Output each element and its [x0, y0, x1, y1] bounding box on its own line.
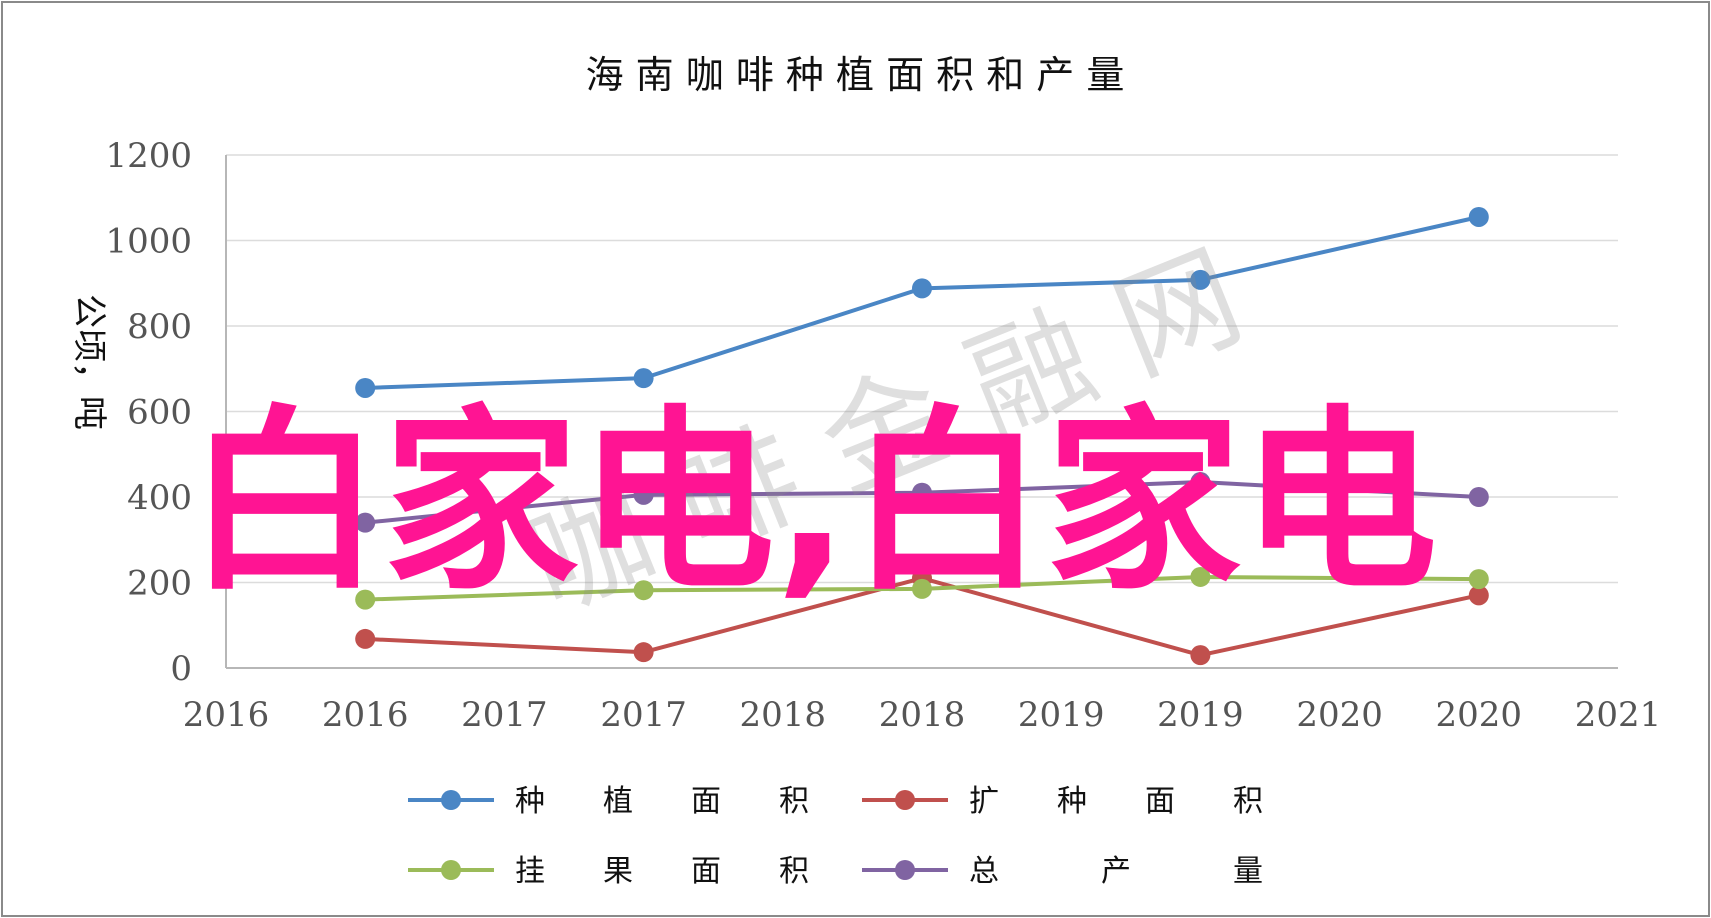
legend-label: 挂	[515, 854, 545, 889]
data-point	[633, 484, 654, 505]
data-point	[1190, 645, 1211, 666]
y-axis-label: 公顷，吨	[69, 294, 109, 430]
main-watermark: 白家电,白家电	[187, 389, 1437, 617]
legend-label: 积	[779, 784, 809, 819]
x-tick-label: 2019	[1157, 695, 1244, 735]
legend-label: 果	[603, 854, 633, 889]
y-tick-label: 600	[127, 393, 192, 433]
data-point	[633, 580, 654, 601]
x-tick-label: 2016	[322, 695, 409, 735]
data-point	[1468, 206, 1489, 227]
legend-marker	[441, 790, 461, 810]
data-point	[912, 278, 932, 299]
y-tick-labels: 0 200 400 600 800 1000 1200	[105, 136, 192, 689]
data-point	[1190, 566, 1211, 587]
x-tick-label: 2018	[740, 695, 827, 735]
x-tick-label: 2020	[1436, 695, 1523, 735]
grid-lines	[226, 154, 1618, 584]
series-layer	[355, 206, 1489, 666]
legend-label: 面	[1145, 784, 1175, 819]
watermark-layer: 咖 啡 金 融 网 白家电,白家电	[187, 227, 1437, 638]
legend-marker	[895, 790, 915, 810]
y-tick-label: 800	[127, 307, 192, 347]
data-point	[633, 368, 654, 389]
legend-label: 种	[515, 784, 545, 819]
legend-label: 量	[1233, 854, 1263, 889]
data-point	[1190, 472, 1211, 493]
x-tick-label: 2018	[879, 695, 966, 735]
x-tick-label: 2019	[1018, 695, 1105, 735]
data-point	[355, 377, 376, 398]
x-tick-label: 2021	[1575, 695, 1662, 735]
x-tick-label: 2017	[600, 695, 687, 735]
data-point	[355, 628, 376, 649]
legend-label: 扩	[969, 784, 999, 819]
legend-label: 产	[1101, 854, 1131, 889]
legend-label: 面	[691, 784, 721, 819]
legend-label: 积	[779, 854, 809, 889]
legend-label: 面	[691, 854, 721, 889]
legend-label: 植	[603, 784, 633, 819]
data-point	[633, 642, 654, 663]
legend-marker	[895, 860, 915, 880]
legend-marker	[441, 860, 461, 880]
x-tick-label: 2016	[183, 695, 270, 735]
data-point	[912, 482, 932, 503]
data-point	[1468, 585, 1489, 606]
x-tick-label: 2020	[1296, 695, 1383, 735]
data-point	[1468, 487, 1489, 507]
data-point	[1468, 569, 1489, 590]
legend: 种植面积扩种面积挂果面积总产量	[408, 784, 1263, 889]
x-tick-labels: 2016 2016 2017 2017 2018 2018 2019 2019 2020 2020…	[183, 695, 1662, 735]
data-point	[355, 589, 376, 610]
chart-title: 海 南 咖 啡 种 植 面 积 和 产 量	[586, 53, 1125, 97]
legend-label: 种	[1057, 784, 1087, 819]
x-tick-label: 2017	[461, 695, 548, 735]
y-tick-label: 400	[127, 478, 192, 518]
y-tick-label: 200	[127, 564, 192, 604]
data-point	[355, 512, 376, 533]
y-tick-label: 0	[170, 649, 192, 689]
y-tick-label: 1200	[105, 136, 192, 176]
y-tick-label: 1000	[105, 222, 192, 262]
legend-label: 总	[969, 854, 999, 889]
data-point	[1190, 269, 1211, 290]
data-point	[912, 578, 932, 599]
legend-label: 积	[1233, 784, 1263, 819]
